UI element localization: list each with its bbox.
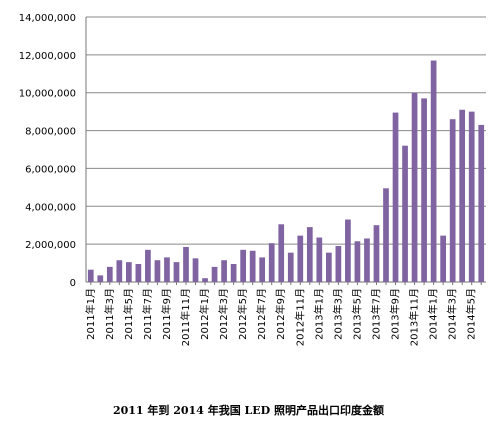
y-tick-label: 14,000,000 bbox=[19, 13, 76, 24]
x-tick-label: 2011年11月 bbox=[179, 288, 192, 346]
bar bbox=[268, 243, 275, 282]
chart-caption: 2011 年到 2014 年我国 LED 照明产品出口印度金额 bbox=[112, 404, 385, 417]
bar bbox=[373, 225, 380, 282]
x-tick-label: 2013年7月 bbox=[369, 288, 382, 340]
bar bbox=[135, 264, 142, 282]
y-tick-label: 12,000,000 bbox=[19, 51, 76, 62]
bar bbox=[411, 92, 418, 283]
bar bbox=[173, 262, 180, 283]
bar bbox=[240, 249, 246, 282]
bar bbox=[459, 109, 466, 282]
x-tick-label: 2012年9月 bbox=[274, 288, 287, 340]
bar bbox=[392, 112, 399, 282]
bar bbox=[421, 98, 427, 282]
bar bbox=[97, 275, 104, 283]
bar bbox=[164, 257, 170, 282]
x-tick-label: 2011年7月 bbox=[141, 288, 154, 340]
x-tick-label: 2013年3月 bbox=[331, 288, 344, 340]
bar bbox=[440, 235, 446, 283]
bar bbox=[335, 246, 342, 282]
x-tick-label: 2012年1月 bbox=[198, 288, 211, 340]
x-tick-label: 2012年5月 bbox=[236, 288, 249, 340]
bar bbox=[154, 260, 161, 282]
bar bbox=[221, 260, 227, 282]
y-tick-label: 10,000,000 bbox=[19, 89, 76, 100]
y-tick-label: 2,000,000 bbox=[25, 240, 76, 251]
x-tick-label: 2014年5月 bbox=[465, 288, 478, 340]
bar bbox=[259, 257, 266, 282]
bar bbox=[211, 266, 218, 282]
bar bbox=[192, 258, 199, 282]
bar bbox=[430, 60, 437, 282]
x-tick-label: 2012年7月 bbox=[255, 288, 268, 340]
bar-chart: 0 2,000,000 4,000,000 6,000,000 8,000,000 10,… bbox=[19, 13, 486, 346]
x-tick-label: 2012年11月 bbox=[293, 288, 306, 346]
bar bbox=[326, 252, 332, 282]
bar bbox=[202, 278, 208, 282]
y-tick-label: 8,000,000 bbox=[25, 127, 76, 138]
x-tick-label: 2013年5月 bbox=[350, 288, 363, 340]
bar bbox=[183, 246, 189, 282]
bar bbox=[478, 124, 485, 282]
bar bbox=[364, 238, 370, 282]
bar bbox=[449, 119, 456, 283]
bar bbox=[87, 269, 94, 282]
x-tick-label: 2013年1月 bbox=[312, 288, 325, 340]
x-tick-label: 2014年1月 bbox=[427, 288, 440, 340]
bar bbox=[106, 266, 113, 282]
x-tick-label: 2014年3月 bbox=[446, 288, 459, 340]
x-tick-label: 2011年5月 bbox=[122, 288, 135, 340]
bar bbox=[306, 227, 313, 282]
bar bbox=[145, 249, 151, 282]
bar bbox=[383, 188, 389, 282]
y-tick-label: 6,000,000 bbox=[25, 164, 76, 175]
bar bbox=[116, 260, 123, 282]
x-tick-label: 2011年9月 bbox=[160, 288, 173, 340]
bar bbox=[287, 252, 294, 282]
chart: 0 2,000,000 4,000,000 6,000,000 8,000,000 10,… bbox=[19, 13, 486, 346]
bar bbox=[249, 250, 256, 282]
bar bbox=[316, 237, 323, 282]
bar bbox=[278, 224, 285, 282]
x-tick-label: 2013年11月 bbox=[408, 288, 421, 346]
bar bbox=[126, 262, 132, 283]
y-tick-label: 4,000,000 bbox=[25, 202, 76, 213]
bar bbox=[402, 145, 408, 282]
x-tick-label: 2012年3月 bbox=[217, 288, 230, 340]
y-tick-label: 0 bbox=[70, 278, 76, 289]
bar bbox=[345, 219, 351, 282]
x-tick-label: 2011年1月 bbox=[84, 288, 97, 340]
x-tick-label: 2013年9月 bbox=[389, 288, 402, 340]
bar bbox=[297, 235, 304, 283]
bar bbox=[354, 241, 361, 282]
x-tick-label: 2011年3月 bbox=[103, 288, 116, 340]
bar bbox=[230, 264, 237, 282]
bar bbox=[468, 111, 475, 282]
